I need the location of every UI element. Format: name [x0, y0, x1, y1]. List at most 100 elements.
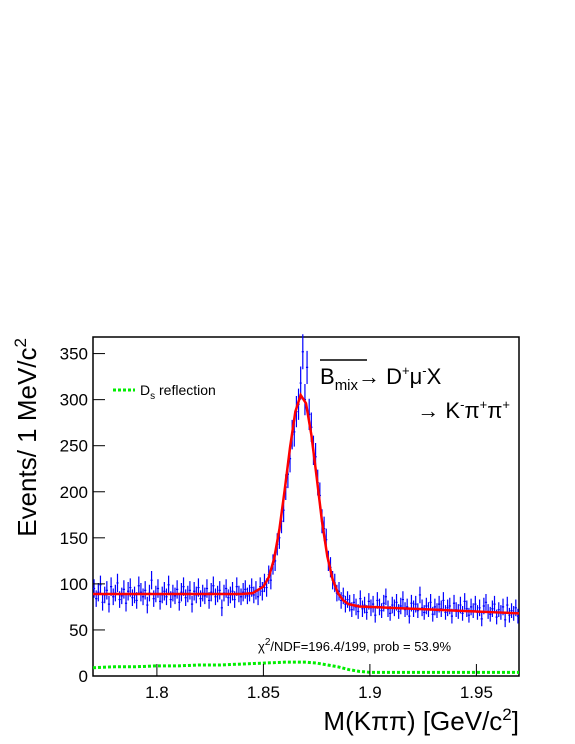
- error-bar: [463, 593, 466, 610]
- error-bar: [469, 598, 473, 616]
- error-bar: [301, 334, 304, 370]
- ann-sup: +: [402, 363, 410, 378]
- error-bar: [158, 593, 162, 610]
- error-bar: [418, 586, 422, 604]
- y-tick-label: 100: [60, 575, 88, 594]
- error-bar: [384, 588, 387, 606]
- error-bar: [203, 587, 206, 605]
- error-bar: [173, 587, 177, 605]
- y-tick-label: 150: [60, 529, 88, 548]
- plot-area: [92, 334, 520, 674]
- error-bar: [141, 588, 145, 606]
- error-bar: [408, 608, 411, 624]
- error-bar: [442, 592, 445, 609]
- error-bar: [493, 595, 496, 613]
- error-bar: [261, 582, 264, 601]
- error-bar: [190, 595, 194, 613]
- error-bar: [344, 595, 347, 613]
- error-bar: [124, 594, 128, 612]
- fit-text-sup: 2: [265, 637, 271, 648]
- error-bar: [231, 582, 234, 601]
- error-bar: [416, 603, 419, 618]
- ann-part: → K: [417, 398, 460, 423]
- error-bar: [167, 575, 170, 595]
- plot-frame: [92, 336, 520, 677]
- x-tick-label: 1.85: [247, 683, 280, 702]
- error-bar: [210, 582, 213, 602]
- error-bar: [346, 591, 349, 608]
- ann-part: X: [427, 364, 442, 389]
- error-bar: [497, 602, 500, 618]
- y-axis-title: Events/ 1 MeV/c2: [11, 338, 42, 537]
- error-bar: [359, 590, 362, 607]
- error-bar: [305, 350, 309, 384]
- error-bar: [397, 604, 400, 619]
- fit-text-part: /NDF=196.4/199, prob = 53.9%: [270, 639, 451, 654]
- y-tick-label: 0: [79, 667, 88, 686]
- error-bar: [244, 580, 247, 599]
- error-bar: [484, 594, 488, 611]
- y-tick-label: 250: [60, 437, 88, 456]
- x-axis-title-text: M(Kππ) [GeV/c: [323, 706, 502, 736]
- error-bar: [122, 580, 125, 599]
- error-bar: [429, 594, 432, 611]
- error-bar: [508, 607, 511, 623]
- error-bar: [259, 577, 262, 596]
- error-bar: [380, 603, 383, 618]
- ann-part: → D: [358, 364, 402, 389]
- legend-part: D: [140, 382, 150, 398]
- y-axis-title-sup: 2: [11, 338, 30, 347]
- error-bar: [371, 595, 375, 613]
- error-bar: [420, 599, 424, 617]
- error-bar: [163, 582, 166, 601]
- error-bar: [101, 594, 104, 611]
- ann-part: π: [487, 398, 502, 423]
- error-bar: [178, 594, 181, 611]
- error-bar: [220, 599, 223, 617]
- error-bar: [184, 589, 187, 606]
- legend-part: s: [150, 391, 155, 402]
- error-bar: [127, 582, 130, 601]
- y-tick-label: 350: [60, 345, 88, 364]
- error-bar: [391, 596, 394, 614]
- error-bar: [252, 586, 255, 604]
- x-axis-title-sup: 2: [502, 705, 511, 724]
- error-bar: [116, 573, 119, 593]
- error-bar: [363, 596, 366, 614]
- error-bar: [425, 597, 428, 615]
- error-bar: [506, 596, 509, 614]
- error-bar: [165, 588, 168, 606]
- ann-sup: +: [480, 397, 488, 412]
- error-bar: [176, 580, 179, 599]
- error-bar: [474, 595, 477, 613]
- fit-text: χ2/NDF=196.4/199, prob = 53.9%: [258, 637, 452, 654]
- ann-part: μ: [410, 364, 423, 389]
- legend-part: reflection: [155, 382, 216, 398]
- error-bar: [242, 582, 245, 602]
- error-bar: [105, 581, 108, 600]
- error-bar: [489, 606, 492, 622]
- error-bar: [352, 594, 356, 611]
- ann-part: B: [320, 364, 335, 389]
- error-bar: [97, 582, 100, 602]
- ann-sup: +: [502, 397, 510, 412]
- error-bar: [150, 570, 153, 590]
- error-bar: [361, 600, 364, 618]
- error-bar: [444, 605, 447, 620]
- y-tick-label: 50: [69, 621, 88, 640]
- ann-sup: -: [460, 397, 464, 412]
- annotation-line2: → K-π+π+: [417, 397, 510, 423]
- error-bar: [214, 588, 217, 606]
- x-tick-label: 1.9: [358, 683, 382, 702]
- error-bar: [227, 589, 230, 606]
- error-bar: [146, 596, 149, 614]
- error-bar: [212, 576, 215, 595]
- y-axis-title-text: Events/ 1 MeV/c: [12, 347, 42, 536]
- error-bar: [461, 605, 464, 621]
- fit-text-part: χ: [258, 639, 265, 654]
- error-bar: [452, 594, 456, 612]
- error-bar: [491, 600, 494, 618]
- error-bar: [510, 603, 513, 618]
- error-bar: [137, 576, 140, 595]
